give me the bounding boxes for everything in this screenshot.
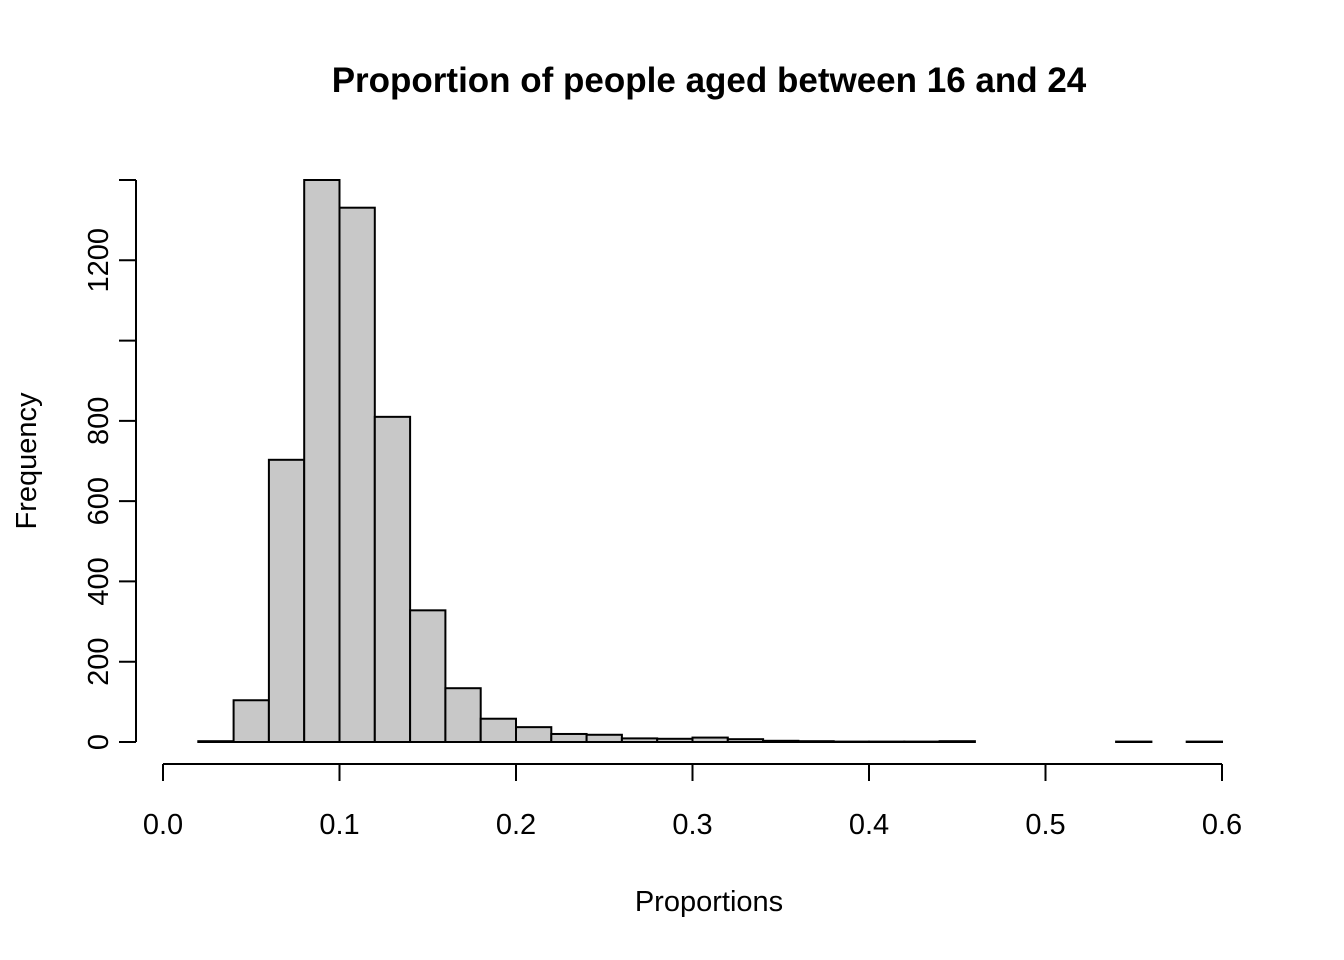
- x-tick-label: 0.1: [319, 809, 359, 841]
- x-ticks-layer: 0.0 0.1 0.2 0.3 0.4 0.5 0.6: [143, 764, 1242, 841]
- histogram-bar: [515, 726, 553, 744]
- histogram-bar: [797, 740, 835, 744]
- x-tick-label: 0.4: [849, 809, 889, 841]
- x-tick-label: 0.5: [1025, 809, 1065, 841]
- x-tick-label: 0.2: [496, 809, 536, 841]
- histogram-bar: [267, 458, 306, 743]
- y-tick-label: 800: [83, 397, 115, 445]
- histogram-bar: [620, 737, 659, 744]
- y-tick-label: 1200: [83, 228, 115, 293]
- histogram-bar: [656, 737, 694, 743]
- histogram-bar: [197, 740, 235, 744]
- histogram-bar: [726, 738, 765, 744]
- x-tick-label: 0.0: [143, 809, 183, 841]
- histogram-bar: [303, 179, 341, 743]
- y-tick-label: 0: [83, 734, 115, 750]
- histogram-bar: [444, 687, 482, 744]
- x-tick-label: 0.3: [672, 809, 712, 841]
- y-tick-label: 600: [83, 477, 115, 525]
- y-tick-label: 200: [83, 638, 115, 686]
- histogram-bar: [479, 717, 518, 743]
- x-axis-label: Proportions: [635, 886, 783, 918]
- chart-title: Proportion of people aged between 16 and…: [332, 61, 1087, 100]
- histogram-bar: [409, 609, 447, 744]
- y-axis-label: Frequency: [11, 392, 43, 530]
- bars-layer: [197, 179, 1223, 744]
- histogram-bar: [550, 732, 588, 743]
- y-ticks-layer: 0 200 400 600 800 1200: [83, 179, 136, 750]
- histogram-bar: [373, 415, 412, 743]
- histogram-bar: [938, 740, 976, 744]
- y-tick-label: 400: [83, 557, 115, 605]
- histogram-bar: [585, 733, 623, 744]
- histogram-bar: [762, 739, 800, 743]
- histogram-bar: [338, 206, 376, 743]
- histogram-bar: [232, 699, 270, 743]
- x-tick-label: 0.6: [1202, 809, 1242, 841]
- histogram-bar: [691, 736, 729, 744]
